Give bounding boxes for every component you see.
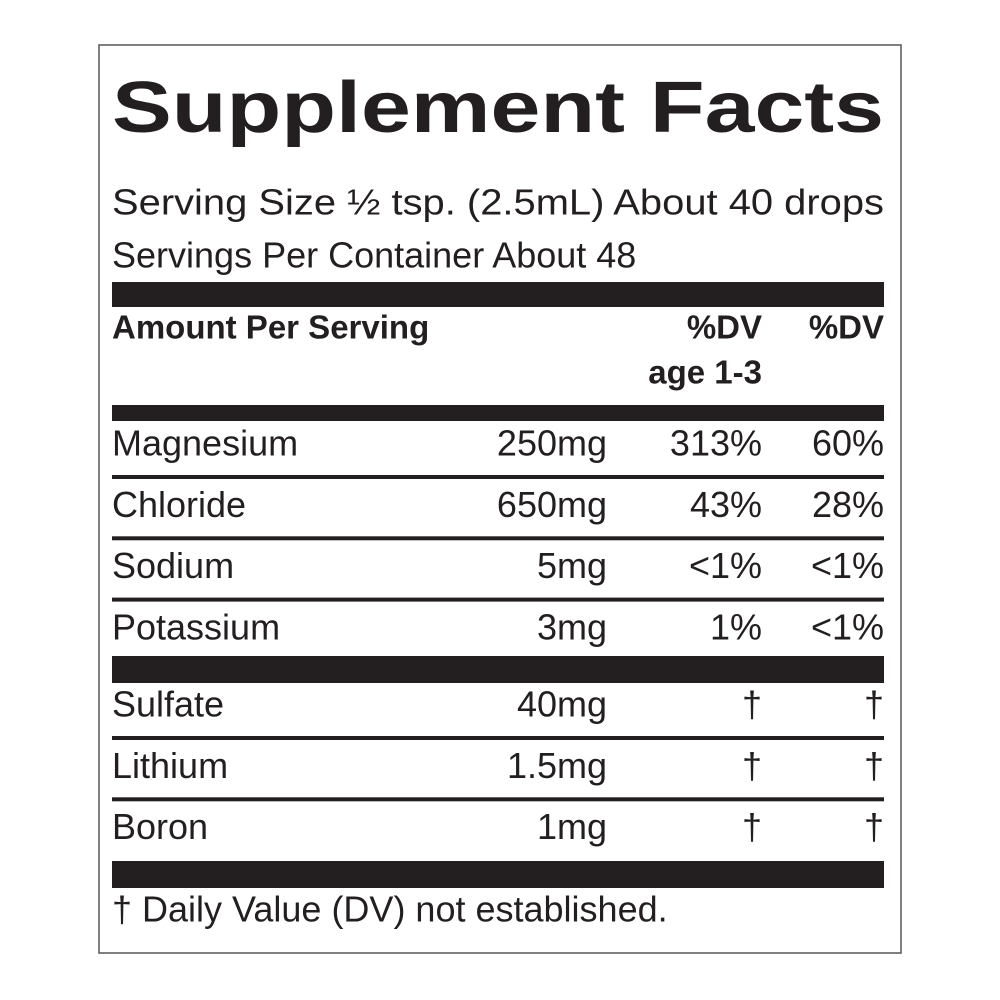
amount: 1mg [537, 806, 607, 847]
dv: 28% [812, 484, 884, 525]
title: Supplement Facts [112, 68, 884, 148]
column-header: %DV [687, 309, 762, 346]
serving-size: Serving Size ½ tsp. (2.5mL) About 40 dro… [112, 182, 884, 223]
dv-child: 1% [710, 606, 762, 647]
nutrient-name: Lithium [112, 745, 228, 786]
amount: 650mg [497, 484, 607, 525]
amount: 40mg [517, 684, 607, 725]
amount: 3mg [537, 606, 607, 647]
nutrient-name: Sodium [112, 545, 234, 586]
servings-per-container: Servings Per Container About 48 [112, 235, 636, 276]
dv-child: 313% [670, 423, 762, 464]
row-rule [112, 736, 884, 740]
dv-child: † [742, 745, 762, 786]
dv: <1% [811, 545, 884, 586]
column-header: Amount Per Serving [112, 309, 429, 346]
dv: 60% [812, 423, 884, 464]
nutrient-name: Magnesium [112, 423, 298, 464]
footnote: † Daily Value (DV) not established. [112, 889, 668, 930]
dv-child: † [742, 806, 762, 847]
dv: <1% [811, 606, 884, 647]
thick-bar [112, 405, 884, 421]
amount: 1.5mg [507, 745, 607, 786]
dv: † [864, 745, 884, 786]
row-rule [112, 797, 884, 802]
nutrient-name: Chloride [112, 484, 246, 525]
column-header-note: age 1-3 [648, 354, 762, 391]
row-rule [112, 597, 884, 602]
dv: † [864, 806, 884, 847]
dv-child: 43% [690, 484, 762, 525]
amount: 5mg [537, 545, 607, 586]
label-border [98, 44, 902, 954]
column-header: %DV [809, 309, 884, 346]
nutrient-name: Sulfate [112, 684, 224, 725]
thick-bar [112, 861, 884, 888]
dv: † [864, 684, 884, 725]
nutrient-name: Potassium [112, 606, 280, 647]
thick-bar [112, 656, 884, 683]
amount: 250mg [497, 423, 607, 464]
row-rule [112, 536, 884, 541]
row-rule [112, 475, 884, 479]
thick-bar [112, 282, 884, 307]
nutrient-name: Boron [112, 806, 208, 847]
dv-child: † [742, 684, 762, 725]
dv-child: <1% [689, 545, 762, 586]
